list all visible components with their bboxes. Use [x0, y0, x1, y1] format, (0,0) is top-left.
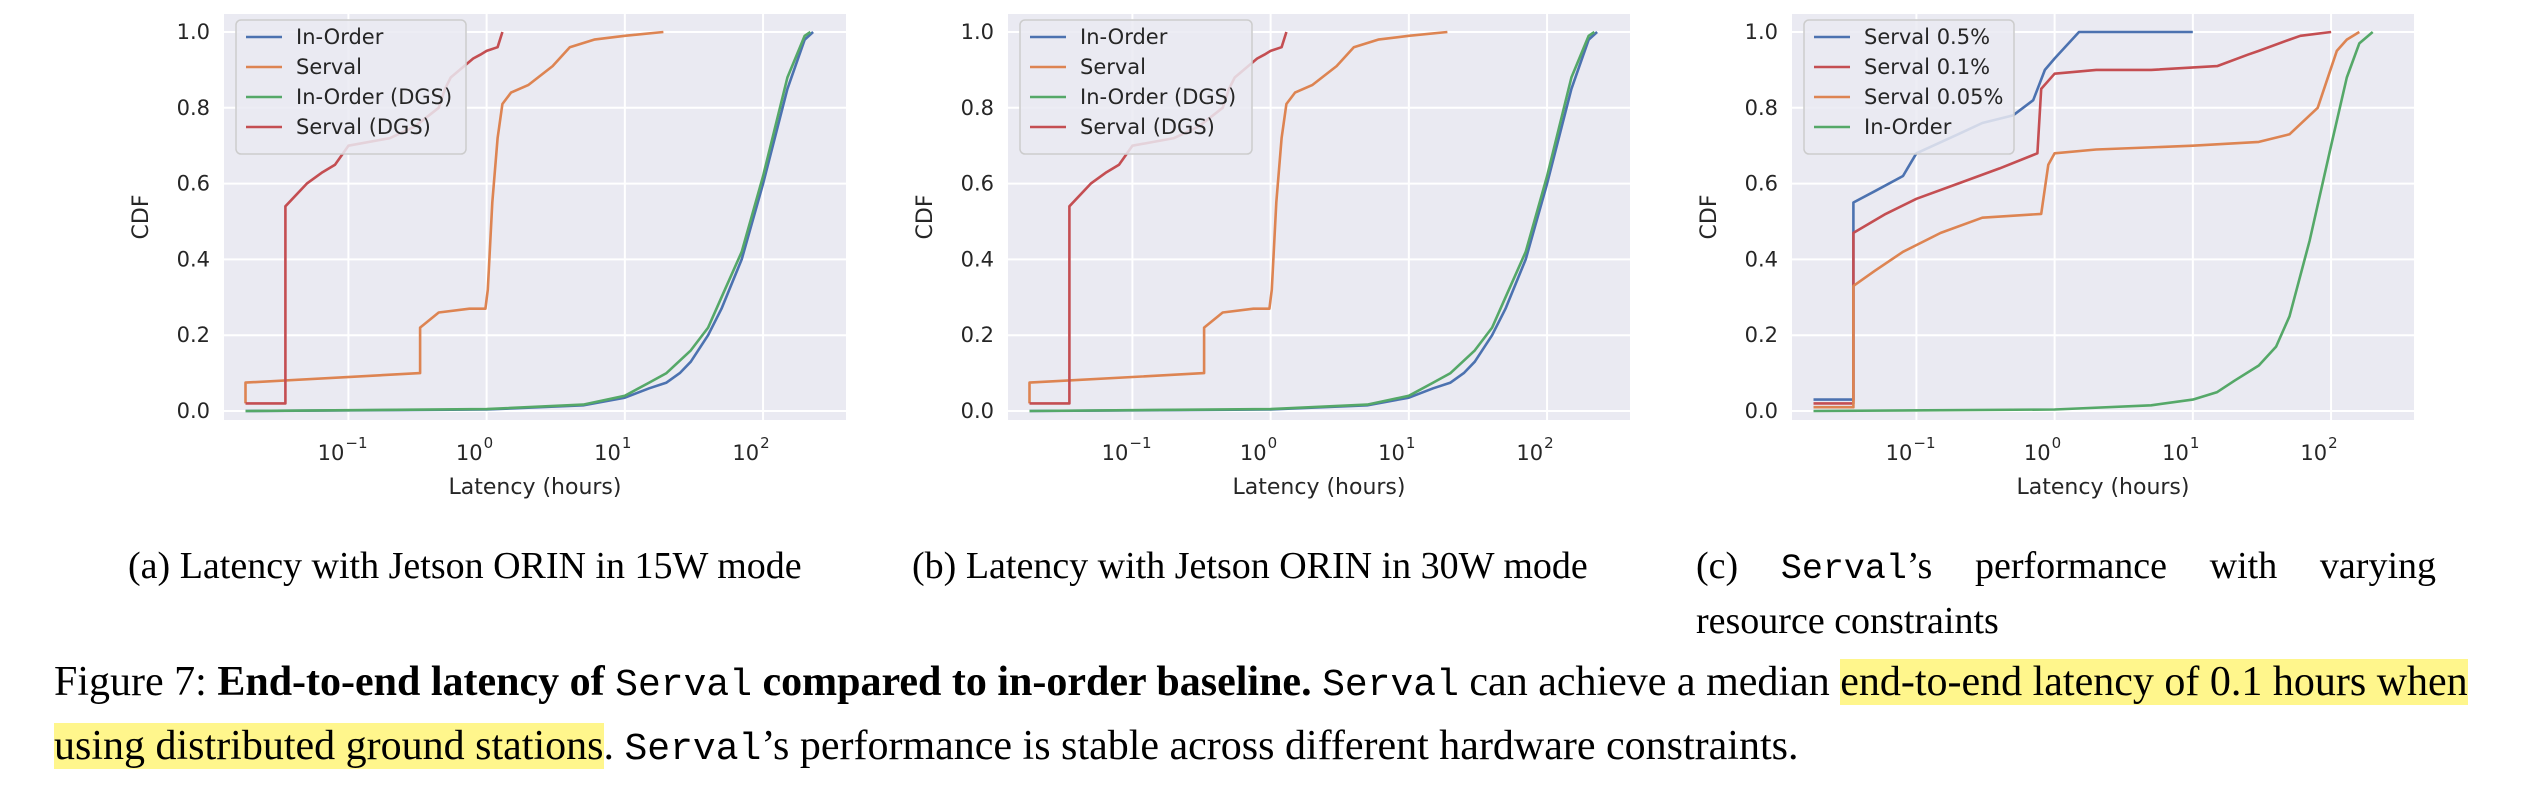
x-tick-exponent: 0 — [2052, 434, 2062, 452]
x-tick-exponent: −1 — [1129, 434, 1151, 452]
legend-label: In-Order (DGS) — [1080, 85, 1236, 109]
legend-label: Serval (DGS) — [296, 115, 431, 139]
x-tick-base: 10 — [318, 441, 345, 465]
subcaption-a-label: (a) — [128, 545, 171, 587]
legend-label: In-Order — [296, 25, 384, 49]
figure-caption-text-3: ’s performance is stable across differen… — [761, 723, 1799, 769]
y-tick-label: 0.0 — [961, 399, 994, 423]
y-tick-label: 0.0 — [177, 399, 210, 423]
x-tick-base: 10 — [732, 441, 759, 465]
x-tick-base: 10 — [594, 441, 621, 465]
x-tick-exponent: 2 — [2328, 434, 2338, 452]
x-tick-base: 10 — [456, 441, 483, 465]
subcaption-c-mono: Serval — [1780, 549, 1907, 589]
figure-caption-mono-2: Serval — [1322, 664, 1459, 707]
x-tick-base: 10 — [2300, 441, 2327, 465]
subcaption-b: (b) Latency with Jetson ORIN in 30W mode — [912, 540, 1652, 592]
legend-label: Serval 0.5% — [1864, 25, 1990, 49]
x-tick-exponent: 0 — [1268, 434, 1278, 452]
legend-label: Serval 0.05% — [1864, 85, 2003, 109]
y-tick-label: 0.0 — [1745, 399, 1778, 423]
x-tick-base: 10 — [1102, 441, 1129, 465]
y-tick-label: 0.8 — [177, 96, 210, 120]
y-tick-label: 0.2 — [177, 323, 210, 347]
series-line-3 — [1029, 30, 1596, 413]
x-tick-exponent: 2 — [760, 434, 770, 452]
x-tick-exponent: −1 — [345, 434, 367, 452]
legend-label: In-Order — [1080, 25, 1168, 49]
y-tick-label: 0.8 — [961, 96, 994, 120]
x-tick-exponent: 1 — [2190, 434, 2200, 452]
subcaption-b-text: Latency with Jetson ORIN in 30W mode — [965, 545, 1588, 587]
subcaption-b-label: (b) — [912, 545, 957, 587]
series-line-3 — [1813, 30, 2360, 409]
y-tick-label: 0.2 — [1745, 323, 1778, 347]
x-tick-exponent: 1 — [1406, 434, 1416, 452]
subcaption-c-text: ’s performance with varying resource con… — [1696, 545, 2436, 642]
series-line-2 — [244, 30, 664, 404]
y-axis-label: CDF — [129, 195, 154, 240]
x-tick-base: 10 — [2024, 441, 2051, 465]
y-tick-label: 0.4 — [177, 247, 210, 271]
x-tick-exponent: 0 — [484, 434, 494, 452]
y-tick-label: 0.8 — [1745, 96, 1778, 120]
x-axis-label: Latency (hours) — [449, 475, 622, 500]
legend-label: Serval (DGS) — [1080, 115, 1215, 139]
x-tick-exponent: −1 — [1913, 434, 1935, 452]
y-axis-label: CDF — [913, 195, 938, 240]
subcaption-a-text: Latency with Jetson ORIN in 15W mode — [179, 545, 802, 587]
x-tick-exponent: 2 — [1544, 434, 1554, 452]
subcaption-a: (a) Latency with Jetson ORIN in 15W mode — [128, 540, 868, 592]
legend-label: In-Order (DGS) — [296, 85, 452, 109]
y-tick-label: 0.6 — [177, 172, 210, 196]
x-tick-base: 10 — [2162, 441, 2189, 465]
x-axis-label: Latency (hours) — [2017, 475, 2190, 500]
x-tick-base: 10 — [1240, 441, 1267, 465]
legend-box — [1019, 19, 1253, 155]
subcaption-c: (c) Serval’s performance with varying re… — [1696, 540, 2436, 647]
y-tick-label: 0.6 — [1745, 172, 1778, 196]
y-tick-label: 0.6 — [961, 172, 994, 196]
legend-label: In-Order — [1864, 115, 1952, 139]
x-tick-base: 10 — [1378, 441, 1405, 465]
figure-caption-mono-3: Serval — [624, 728, 762, 771]
figure-caption-text-2: . — [603, 723, 615, 769]
y-tick-label: 1.0 — [961, 20, 994, 44]
figure-caption-bold-2: compared to in-order baseline. — [762, 659, 1312, 705]
figure-caption-text-1: can achieve a median — [1469, 659, 1830, 705]
figure-caption-label: Figure 7: — [54, 659, 207, 705]
y-tick-label: 0.4 — [1745, 247, 1778, 271]
series-line-4 — [1813, 31, 2374, 413]
x-tick-base: 10 — [1516, 441, 1543, 465]
legend-label: Serval — [296, 55, 362, 79]
y-tick-label: 1.0 — [1745, 20, 1778, 44]
series-line-3 — [245, 30, 812, 413]
series-line-2 — [1028, 30, 1448, 404]
legend-label: Serval — [1080, 55, 1146, 79]
series-line-2 — [1813, 30, 2332, 405]
figure-caption-mono-1: Serval — [615, 664, 752, 707]
x-tick-exponent: 1 — [622, 434, 632, 452]
x-axis-label: Latency (hours) — [1233, 475, 1406, 500]
y-tick-label: 0.4 — [961, 247, 994, 271]
y-tick-label: 1.0 — [177, 20, 210, 44]
legend-box — [1803, 19, 2015, 155]
subcaption-c-label: (c) — [1696, 545, 1739, 587]
x-tick-base: 10 — [1886, 441, 1913, 465]
y-axis-label: CDF — [1697, 195, 1722, 240]
y-tick-label: 0.2 — [961, 323, 994, 347]
figure-caption-bold-1: End-to-end latency of — [217, 659, 605, 705]
legend-label: Serval 0.1% — [1864, 55, 1990, 79]
figure-caption: Figure 7: End-to-end latency of Serval c… — [54, 652, 2494, 780]
legend-box — [235, 19, 467, 155]
